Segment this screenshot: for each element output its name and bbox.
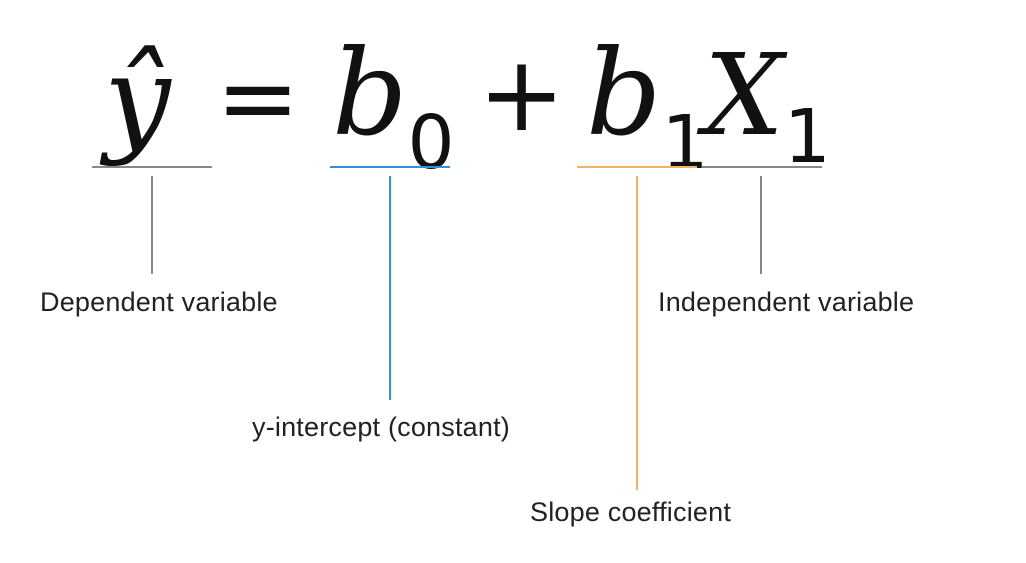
independent-base: X <box>704 31 784 161</box>
slope-base: b <box>586 24 662 162</box>
slope-term: b1 <box>586 34 709 180</box>
equals-sign: = <box>216 39 300 156</box>
slope-connector <box>636 176 638 490</box>
intercept-base: b <box>332 24 408 162</box>
independent-term: X1 <box>704 40 831 174</box>
dependent-underline <box>92 166 212 168</box>
slope-underline <box>577 166 697 168</box>
y-hat-symbol: ŷ <box>104 30 171 168</box>
intercept-connector <box>389 176 391 400</box>
intercept-subscript: 0 <box>407 100 455 186</box>
dependent-variable-label: Dependent variable <box>40 287 278 317</box>
slope-label: Slope coefficient <box>530 497 732 527</box>
intercept-underline <box>330 166 450 168</box>
intercept-term: b0 <box>332 34 455 180</box>
dependent-connector <box>151 176 153 274</box>
independent-connector <box>760 176 762 274</box>
slope-subscript: 1 <box>661 100 709 186</box>
plus-sign: + <box>478 33 566 155</box>
independent-variable-label: Independent variable <box>658 287 915 317</box>
independent-subscript: 1 <box>783 94 831 180</box>
intercept-label: y-intercept (constant) <box>252 412 510 442</box>
independent-underline <box>702 166 822 168</box>
